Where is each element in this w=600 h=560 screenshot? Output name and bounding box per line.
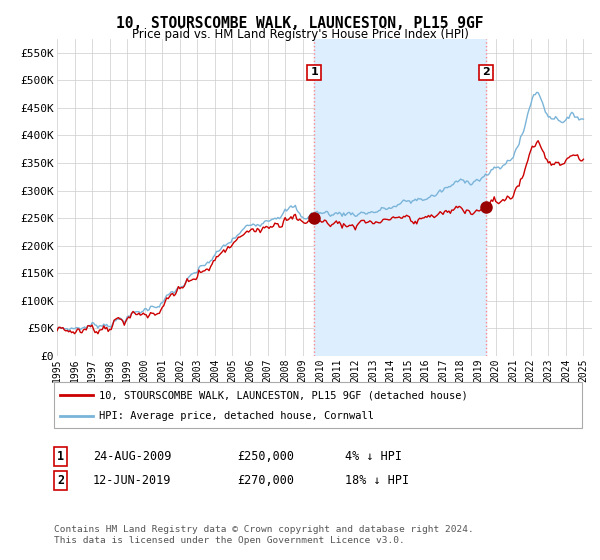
Text: 10, STOURSCOMBE WALK, LAUNCESTON, PL15 9GF: 10, STOURSCOMBE WALK, LAUNCESTON, PL15 9… [116, 16, 484, 31]
Text: 1: 1 [310, 67, 318, 77]
Text: 10, STOURSCOMBE WALK, LAUNCESTON, PL15 9GF (detached house): 10, STOURSCOMBE WALK, LAUNCESTON, PL15 9… [99, 390, 468, 400]
Text: 12-JUN-2019: 12-JUN-2019 [93, 474, 172, 487]
Bar [314, 39, 486, 356]
Text: 18% ↓ HPI: 18% ↓ HPI [345, 474, 409, 487]
Text: £250,000: £250,000 [237, 450, 294, 463]
Text: 24-AUG-2009: 24-AUG-2009 [93, 450, 172, 463]
Text: 1: 1 [57, 450, 64, 463]
Text: Price paid vs. HM Land Registry's House Price Index (HPI): Price paid vs. HM Land Registry's House … [131, 28, 469, 41]
Text: HPI: Average price, detached house, Cornwall: HPI: Average price, detached house, Corn… [99, 410, 374, 421]
Text: Contains HM Land Registry data © Crown copyright and database right 2024.
This d: Contains HM Land Registry data © Crown c… [54, 525, 474, 545]
Text: £270,000: £270,000 [237, 474, 294, 487]
Text: 4% ↓ HPI: 4% ↓ HPI [345, 450, 402, 463]
Text: 2: 2 [482, 67, 490, 77]
Text: 2: 2 [57, 474, 64, 487]
